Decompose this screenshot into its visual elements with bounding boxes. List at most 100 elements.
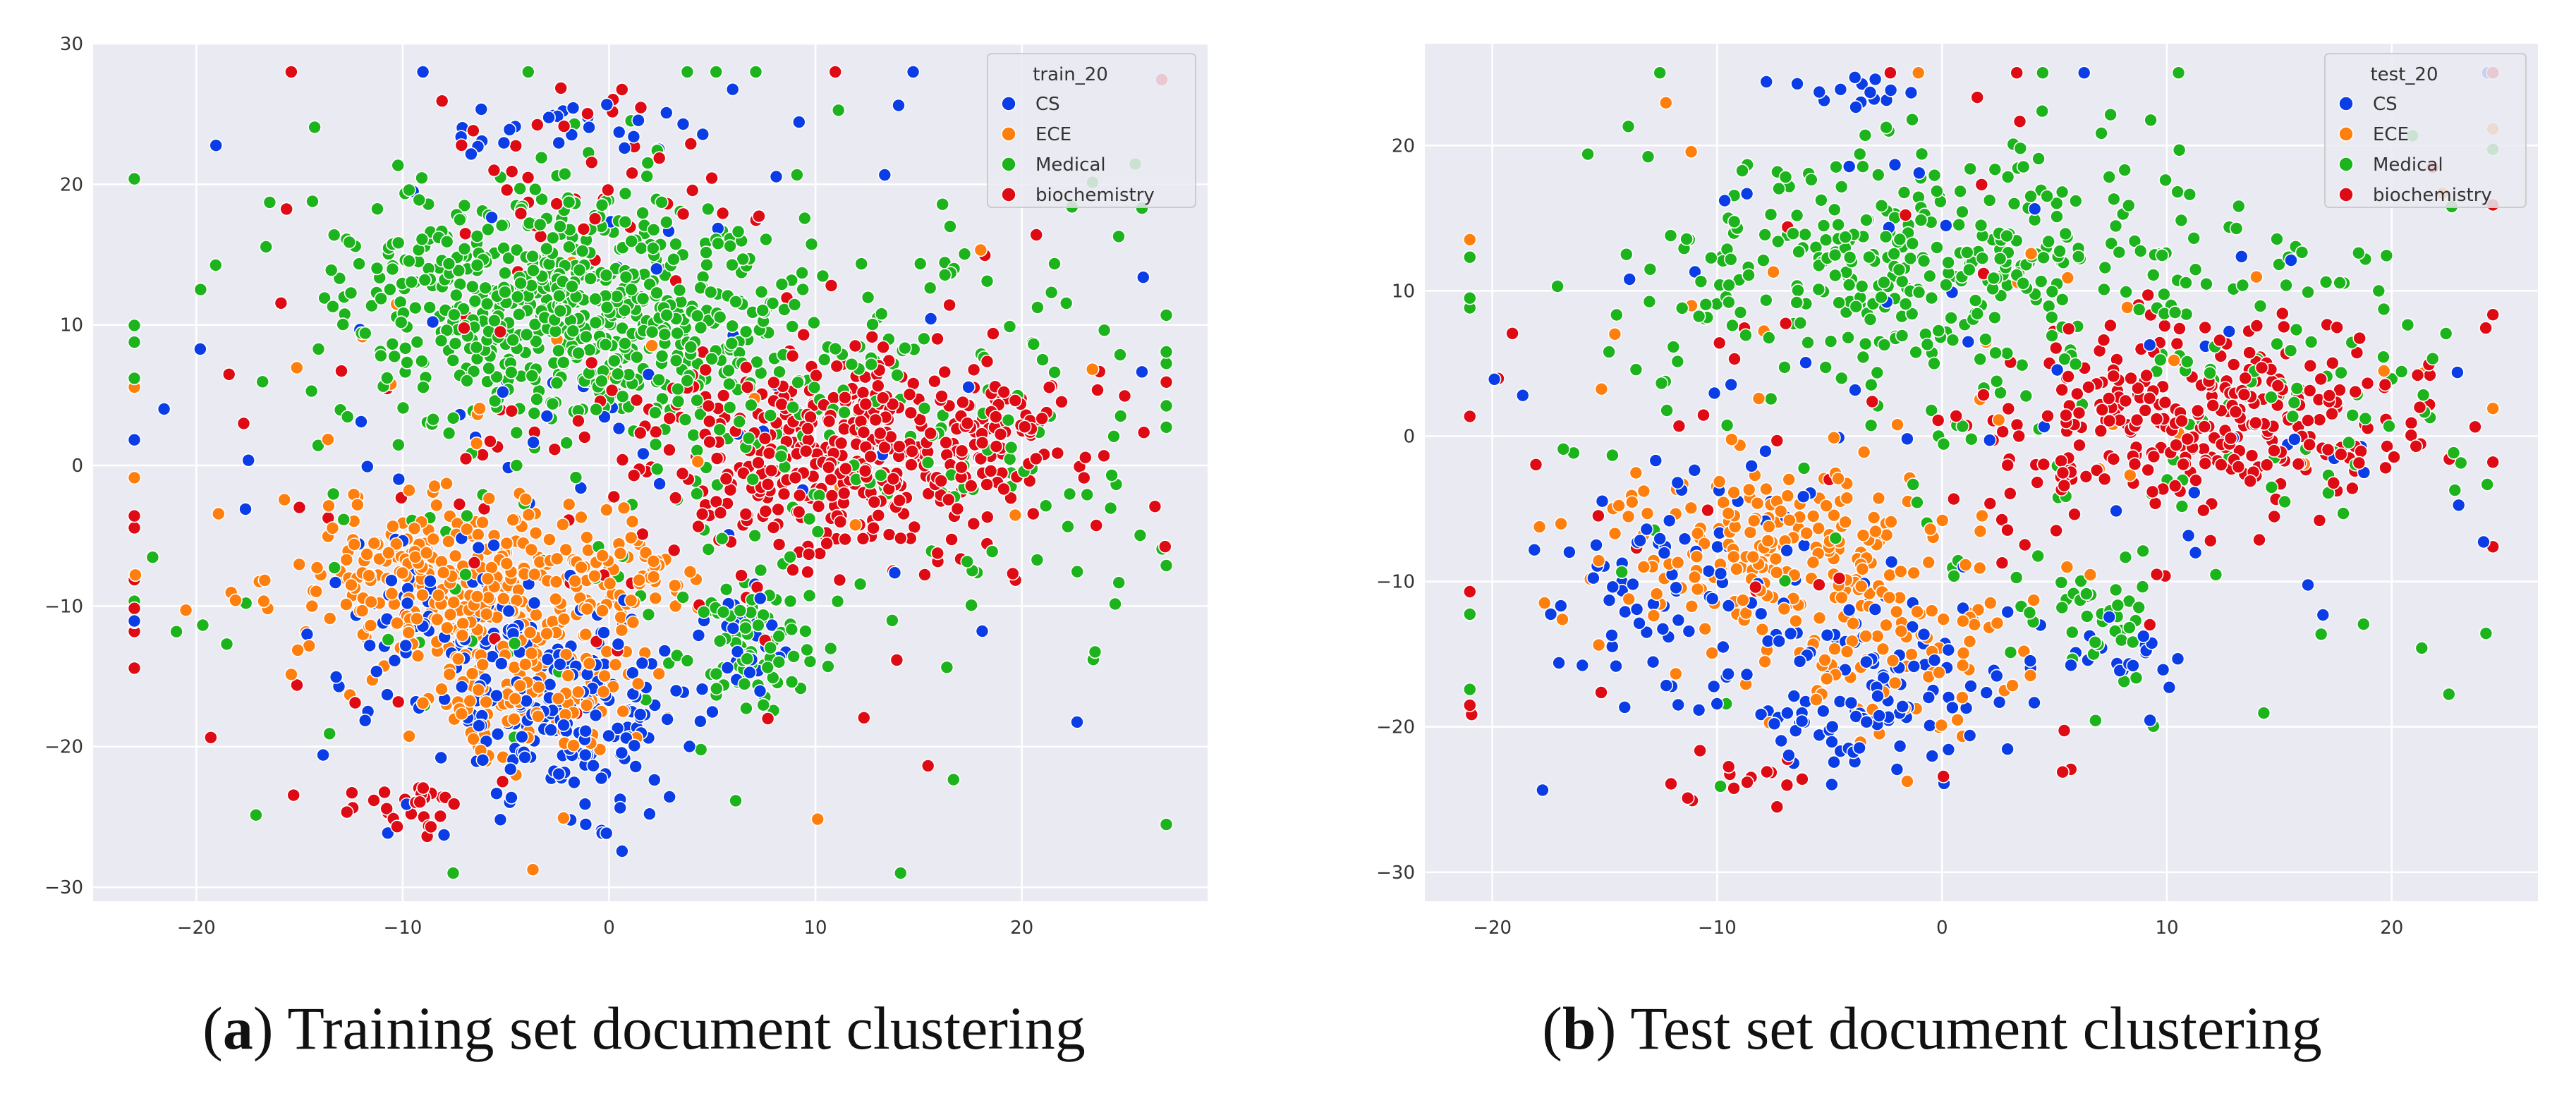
point-biochemistry [993,427,1008,441]
point-ece [442,667,457,682]
point-ece [362,568,376,583]
point-ece [1721,506,1736,520]
point-biochemistry [882,527,897,542]
point-medical [657,327,672,341]
point-biochemistry [997,482,1011,496]
point-medical [2108,582,2123,597]
point-ece [1726,549,1741,564]
legend-marker-medical [2338,157,2354,172]
point-medical [748,65,763,79]
point-biochemistry [1159,374,1174,389]
point-ece [551,691,566,706]
point-biochemistry [2226,358,2241,372]
point-ece [364,594,378,609]
point-cs [628,760,643,774]
point-biochemistry [1680,791,1695,805]
point-ece [291,643,305,657]
point-ece [602,576,617,591]
point-medical [311,438,325,453]
caption-b: (b) Test set document clustering [1542,994,2322,1062]
point-medical [655,195,669,209]
x-tick-label: 0 [1936,917,1948,939]
point-medical [1778,170,1793,184]
point-cs [612,421,626,436]
point-ece [390,616,404,630]
point-ece [1684,145,1699,159]
point-biochemistry [2142,391,2157,405]
point-ece [1746,513,1761,528]
point-cs [1892,739,1907,753]
point-biochemistry [127,520,142,535]
point-ece [1962,634,1977,649]
point-ece [339,597,353,611]
point-biochemistry [2176,457,2190,472]
point-cs [769,169,784,184]
point-biochemistry [2409,439,2423,453]
point-ece [1866,511,1881,525]
legend-marker-ece [2338,126,2354,142]
point-medical [1924,291,1939,305]
point-biochemistry [2141,463,2155,477]
point-biochemistry [956,395,970,410]
point-cs [1833,83,1848,97]
point-cs [387,653,402,668]
point-biochemistry [923,426,937,441]
point-biochemistry [1026,506,1040,521]
legend-box [2324,53,2527,208]
point-cs [1718,193,1732,208]
point-medical [2000,228,2014,243]
point-ece [527,567,542,582]
point-biochemistry [2238,371,2252,386]
point-medical [2171,66,2186,80]
point-ece [1911,66,1926,80]
point-biochemistry [702,414,717,429]
point-ece [2023,669,2038,683]
point-biochemistry [698,362,713,377]
point-cs [1687,463,1702,477]
point-cs [1799,355,1813,370]
point-medical [1838,230,1853,245]
chart-training: −20 −10 0 10 20−30−20−100102030train_20CSECE… [44,34,1208,939]
point-medical [1927,168,1942,183]
point-cs [1842,603,1857,617]
point-medical [1922,269,1937,283]
point-biochemistry [204,731,218,745]
point-medical [2022,605,2037,620]
point-cs [328,575,343,590]
point-medical [1828,248,1842,262]
point-medical [451,263,466,278]
point-medical [1960,245,1974,260]
point-biochemistry [2223,431,2238,446]
point-cs [380,826,395,841]
point-medical [2146,268,2161,282]
point-cs [2126,658,2140,673]
point-biochemistry [1976,388,1991,402]
point-ece [559,647,573,662]
point-biochemistry [801,433,815,447]
point-cs [1515,388,1530,403]
point-cs [1992,695,2007,709]
point-ece [521,508,536,522]
point-medical [610,367,625,382]
point-ece [524,542,539,557]
point-cs [1713,566,1728,581]
point-ece [1854,579,1869,594]
point-cs [1136,270,1150,285]
point-cs [594,771,609,786]
point-medical [2333,276,2347,290]
point-medical [1986,271,2001,286]
point-medical [559,436,574,450]
point-medical [398,341,413,355]
point-cs [597,626,611,640]
point-cs [1847,71,1862,85]
point-medical [460,374,474,388]
point-medical [519,327,534,342]
point-biochemistry [2345,481,2359,496]
point-medical [2107,192,2121,207]
point-biochemistry [348,695,363,710]
point-medical [415,171,429,185]
point-medical [2168,305,2182,319]
point-medical [2290,381,2304,396]
point-medical [810,525,825,539]
